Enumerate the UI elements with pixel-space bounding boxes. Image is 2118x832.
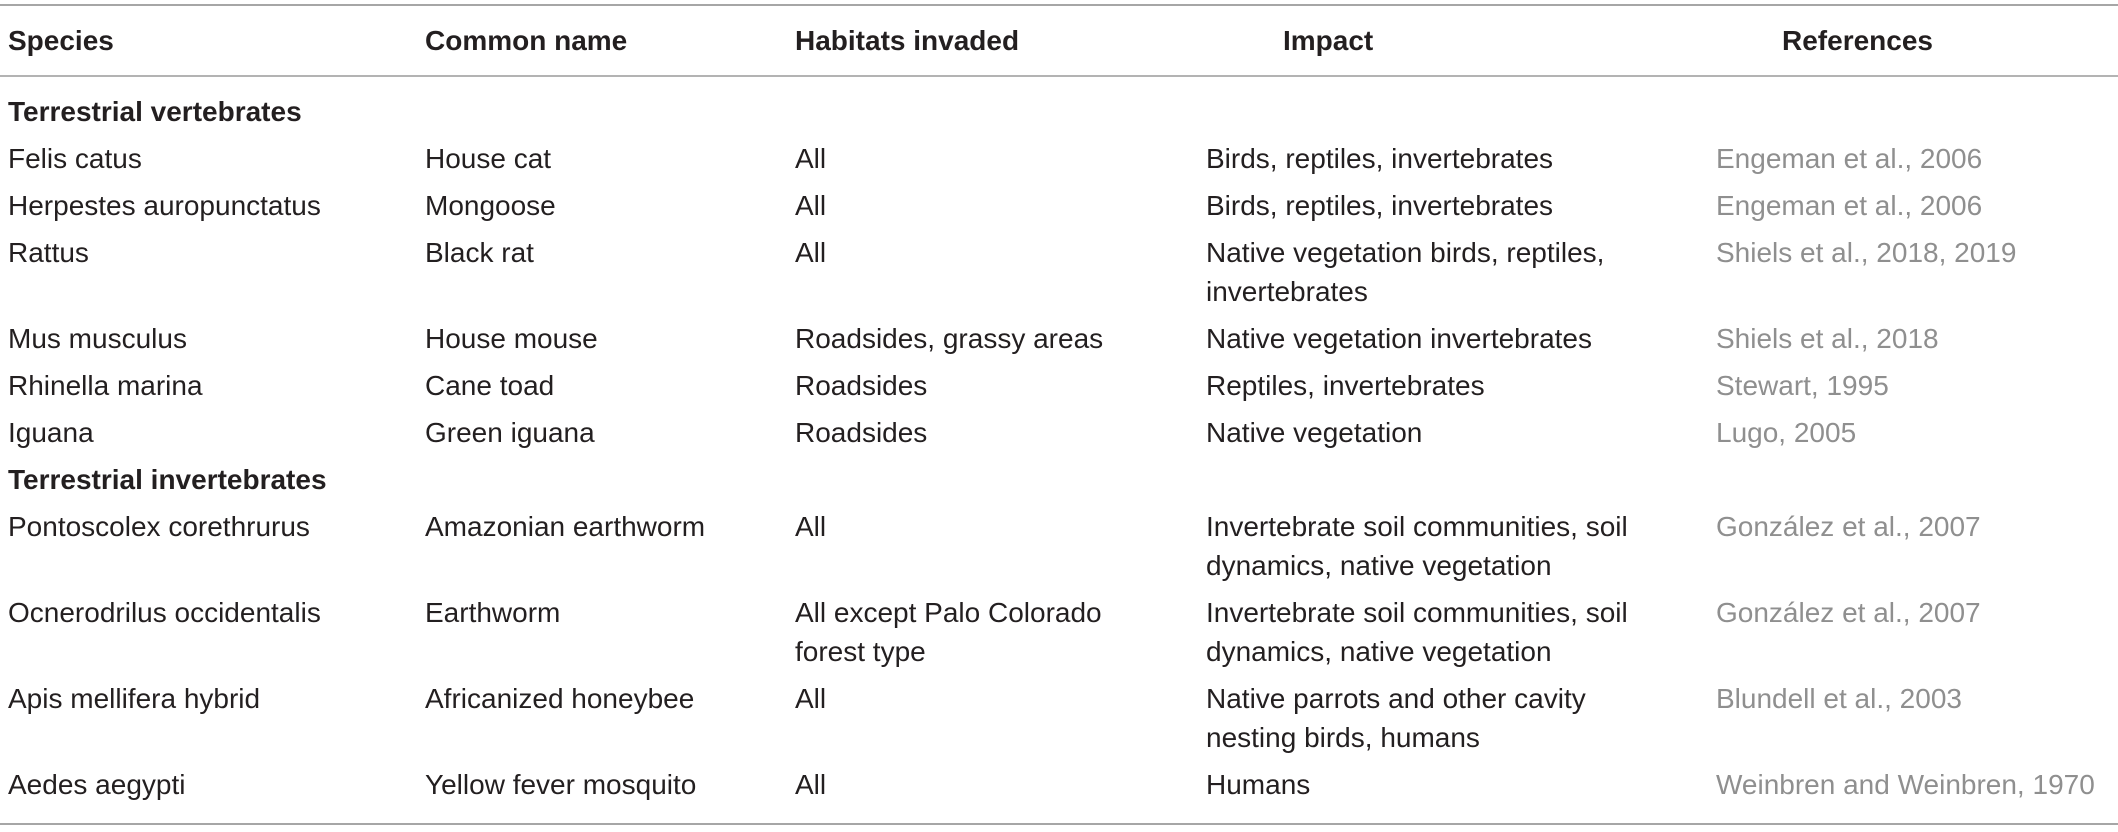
reference-cell: Lugo, 2005: [1716, 417, 1857, 448]
species-cell: Aedes aegypti: [8, 769, 186, 800]
habitats-cell: Roadsides: [795, 417, 928, 448]
impact-cell: Birds, reptiles, invertebrates: [1206, 143, 1554, 174]
header-habitats-invaded: Habitats invaded: [795, 25, 1020, 56]
impact-cell: Native vegetation invertebrates: [1206, 323, 1592, 354]
common-name-cell: Amazonian earthworm: [425, 511, 706, 542]
table-top-rule: [0, 4, 2118, 6]
impact-cell: Native parrots and other cavity: [1206, 683, 1586, 714]
reference-cell: Engeman et al., 2006: [1716, 190, 1983, 221]
header-species: Species: [8, 25, 114, 56]
common-name-cell: Earthworm: [425, 597, 561, 628]
impact-cell-line2: nesting birds, humans: [1206, 722, 1480, 753]
species-cell: Iguana: [8, 417, 94, 448]
impact-cell: Native vegetation birds, reptiles,: [1206, 237, 1605, 268]
impact-cell: Invertebrate soil communities, soil: [1206, 511, 1628, 542]
species-cell: Apis mellifera hybrid: [8, 683, 261, 714]
species-cell: Rattus: [8, 237, 89, 268]
habitats-cell: All: [795, 190, 827, 221]
habitats-cell: All: [795, 511, 827, 542]
table-bottom-rule: [0, 823, 2118, 825]
header-references: References: [1782, 25, 1933, 56]
habitats-cell: All: [795, 683, 827, 714]
common-name-cell: Mongoose: [425, 190, 556, 221]
habitats-cell: Roadsides, grassy areas: [795, 323, 1104, 354]
habitats-cell: All: [795, 143, 827, 174]
reference-cell: Blundell et al., 2003: [1716, 683, 1962, 714]
reference-cell: González et al., 2007: [1716, 597, 1981, 628]
reference-cell: Shiels et al., 2018, 2019: [1716, 237, 2017, 268]
reference-cell: Engeman et al., 2006: [1716, 143, 1983, 174]
impact-cell: Invertebrate soil communities, soil: [1206, 597, 1628, 628]
species-cell: Pontoscolex corethrurus: [8, 511, 310, 542]
common-name-cell: House mouse: [425, 323, 598, 354]
impact-cell-line2: dynamics, native vegetation: [1206, 550, 1552, 581]
reference-cell: Stewart, 1995: [1716, 370, 1889, 401]
common-name-cell: Black rat: [425, 237, 534, 268]
header-rule: [0, 75, 2118, 77]
species-cell: Mus musculus: [8, 323, 187, 354]
common-name-cell: Yellow fever mosquito: [425, 769, 697, 800]
species-cell: Herpestes auropunctatus: [8, 190, 321, 221]
impact-cell-line2: dynamics, native vegetation: [1206, 636, 1552, 667]
habitats-cell-line2: forest type: [795, 636, 926, 667]
common-name-cell: Africanized honeybee: [425, 683, 695, 714]
common-name-cell: Green iguana: [425, 417, 595, 448]
impact-cell-line2: invertebrates: [1206, 276, 1368, 307]
impact-cell: Birds, reptiles, invertebrates: [1206, 190, 1554, 221]
header-impact: Impact: [1283, 25, 1374, 56]
impact-cell: Reptiles, invertebrates: [1206, 370, 1485, 401]
reference-cell: González et al., 2007: [1716, 511, 1981, 542]
reference-cell: Shiels et al., 2018: [1716, 323, 1939, 354]
section-heading: Terrestrial vertebrates: [8, 96, 302, 127]
section-heading: Terrestrial invertebrates: [8, 464, 327, 495]
header-common-name: Common name: [425, 25, 628, 56]
common-name-cell: House cat: [425, 143, 552, 174]
habitats-cell: All: [795, 237, 827, 268]
species-cell: Rhinella marina: [8, 370, 203, 401]
reference-cell: Weinbren and Weinbren, 1970: [1716, 769, 2095, 800]
habitats-cell: All: [795, 769, 827, 800]
habitats-cell: All except Palo Colorado: [795, 597, 1102, 628]
species-cell: Ocnerodrilus occidentalis: [8, 597, 321, 628]
common-name-cell: Cane toad: [425, 370, 555, 401]
impact-cell: Humans: [1206, 769, 1311, 800]
impact-cell: Native vegetation: [1206, 417, 1423, 448]
species-cell: Felis catus: [8, 143, 142, 174]
habitats-cell: Roadsides: [795, 370, 928, 401]
